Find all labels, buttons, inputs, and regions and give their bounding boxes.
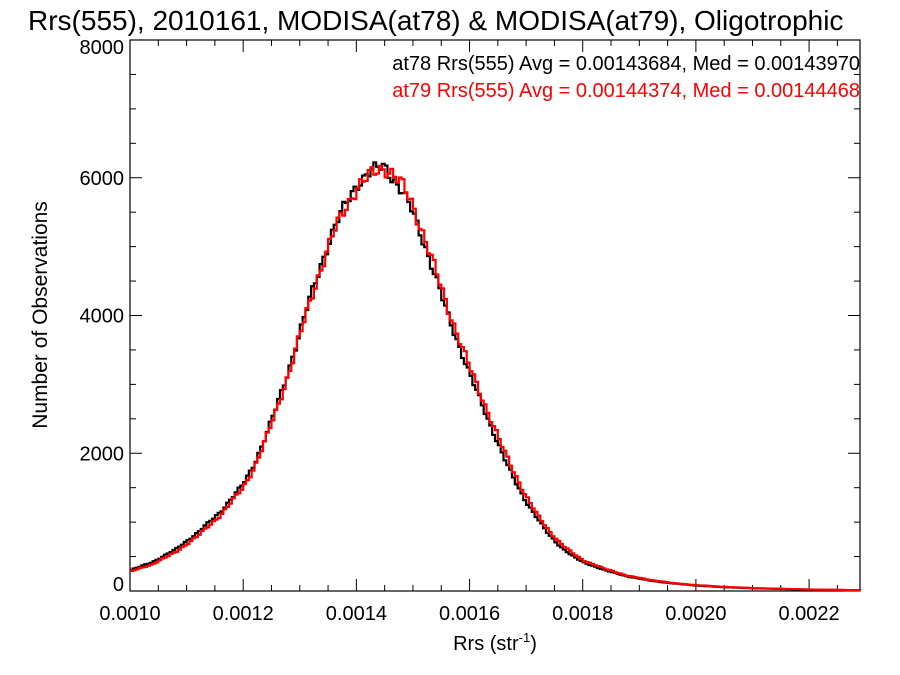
x-tick-label-3: 0.0016 (439, 603, 500, 625)
x-tick-label-5: 0.0020 (665, 603, 726, 625)
plot-frame (129, 39, 861, 592)
series-layer (130, 161, 862, 592)
x-axis-label-text: Rrs (str (453, 633, 519, 655)
y-tick-label-0: 0 (113, 574, 124, 596)
series-line-1 (130, 164, 862, 592)
series-line-0 (130, 161, 862, 592)
x-axis-label-superscript: -1 (519, 630, 531, 645)
x-tick-label-1: 0.0012 (213, 603, 274, 625)
x-axis-label-close: ) (530, 633, 537, 655)
y-tick-label-4: 8000 (80, 37, 125, 59)
y-tick-label-2: 4000 (80, 306, 125, 328)
y-axis: 0 2000 4000 6000 8000 (80, 37, 860, 596)
chart-title: Rrs(555), 2010161, MODISA(at78) & MODISA… (28, 5, 843, 36)
x-tick-label-2: 0.0014 (326, 603, 387, 625)
x-tick-label-4: 0.0018 (552, 603, 613, 625)
legend-entry-at79: at79 Rrs(555) Avg = 0.00144374, Med = 0.… (392, 80, 860, 102)
y-axis-label: Number of Observations (29, 201, 52, 429)
y-tick-label-3: 6000 (80, 168, 125, 190)
x-axis: 0.0010 0.0012 0.0014 0.0016 0.0018 0.0020 0.00… (99, 40, 840, 625)
x-tick-label-0: 0.0010 (99, 603, 160, 625)
x-tick-label-6: 0.0022 (778, 603, 839, 625)
y-tick-label-1: 2000 (80, 443, 125, 465)
x-axis-label: Rrs (str-1) (453, 630, 537, 655)
legend-entry-at78: at78 Rrs(555) Avg = 0.00143684, Med = 0.… (392, 53, 860, 75)
